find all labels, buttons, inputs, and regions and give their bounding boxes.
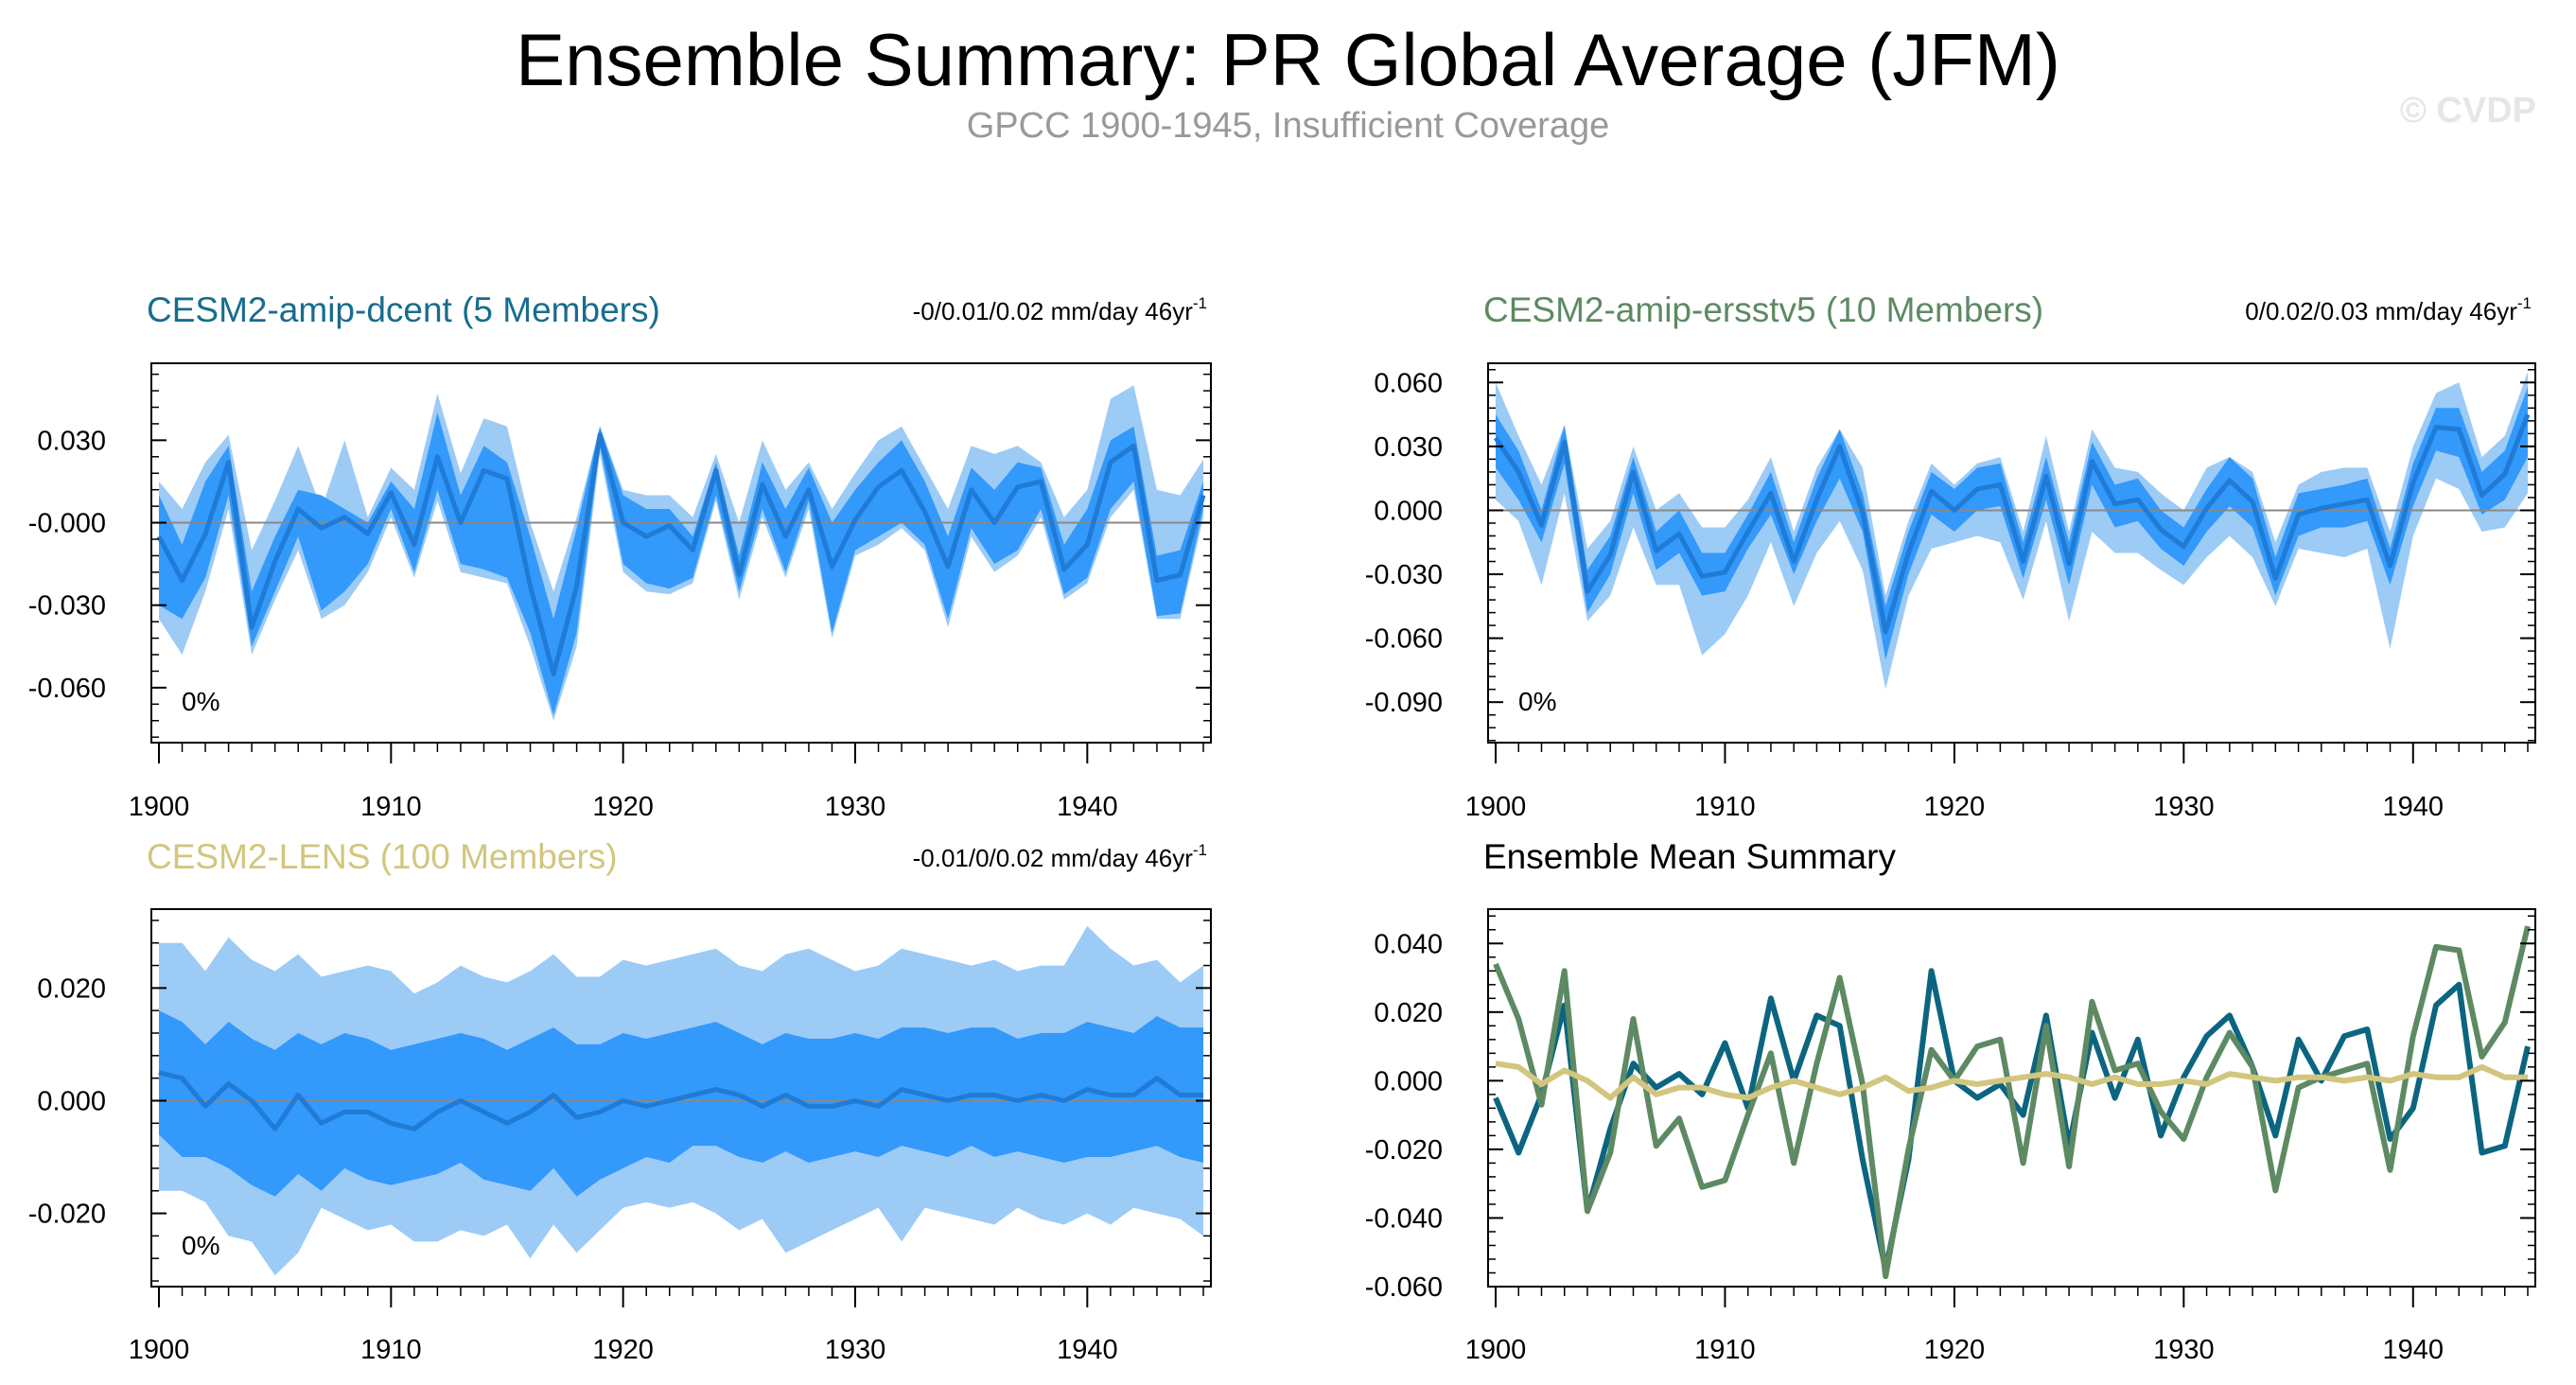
- y-tick-label: -0.030: [1365, 560, 1443, 590]
- y-tick-label: 0.000: [1374, 496, 1443, 526]
- plot-area-lens: [151, 925, 1211, 1276]
- trend-label-lens: -0.01/0/0.02 mm/day 46yr-1: [913, 841, 1207, 872]
- y-tick-label: 0.060: [1374, 368, 1443, 398]
- plot-frame-summary: [1487, 908, 2536, 1288]
- x-tick-label: 1910: [360, 792, 422, 822]
- x-tick-label: 1900: [129, 1335, 190, 1365]
- x-tick-label: 1940: [1057, 792, 1118, 822]
- x-tick-label: 1930: [825, 1335, 886, 1365]
- y-tick-label: -0.060: [1365, 624, 1443, 655]
- x-tick-label: 1930: [825, 792, 886, 822]
- panel-title-dcent: CESM2-amip-dcent (5 Members): [147, 290, 660, 329]
- inner-band-lens: [159, 1010, 1203, 1197]
- x-tick-label: 1900: [129, 792, 190, 822]
- y-tick-label: 0.030: [1374, 432, 1443, 463]
- panel-ersstv5: CESM2-amip-ersstv5 (10 Members) 0/0.02/0.…: [1365, 290, 2536, 822]
- series-line-CESM2-LENS: [1495, 1061, 2528, 1101]
- x-tick-label: 1900: [1465, 1335, 1527, 1365]
- y-tick-label: -0.040: [1365, 1203, 1443, 1234]
- plot-area-ersstv5: [1488, 372, 2535, 690]
- y-tick-label: -0.060: [1365, 1272, 1443, 1303]
- y-tick-label: 0.000: [1374, 1066, 1443, 1096]
- x-tick-label: 1910: [360, 1335, 422, 1365]
- y-tick-label: 0.040: [1374, 929, 1443, 959]
- y-tick-label: -0.060: [28, 674, 106, 704]
- percent-label-lens: 0%: [182, 1231, 219, 1260]
- y-tick-label: -0.000: [28, 509, 106, 539]
- x-tick-label: 1920: [1924, 792, 1986, 822]
- x-tick-label: 1930: [2153, 1335, 2215, 1365]
- y-tick-label: -0.020: [1365, 1135, 1443, 1166]
- x-tick-label: 1900: [1465, 792, 1527, 822]
- mean-line-ersstv5: [1493, 413, 2531, 635]
- plot-frame-lens: [150, 908, 1212, 1288]
- plot-frame-ersstv5: [1487, 362, 2536, 744]
- inner-band-dcent: [159, 412, 1203, 715]
- panel-title-lens: CESM2-LENS (100 Members): [147, 837, 618, 876]
- x-tick-label: 1940: [1057, 1335, 1118, 1365]
- y-tick-label: 0.020: [37, 973, 106, 1004]
- plot-area-dcent: [151, 385, 1211, 721]
- y-tick-label: 0.020: [1374, 998, 1443, 1028]
- y-tick-label: 0.000: [37, 1086, 106, 1116]
- x-tick-label: 1940: [2383, 792, 2445, 822]
- x-tick-label: 1930: [2153, 792, 2215, 822]
- y-tick-label: -0.020: [28, 1200, 106, 1230]
- trend-label-dcent: -0/0.01/0.02 mm/day 46yr-1: [913, 294, 1207, 325]
- page-title: Ensemble Summary: PR Global Average (JFM…: [516, 18, 2060, 101]
- watermark: © CVDP: [2399, 91, 2536, 131]
- y-tick-label: -0.030: [28, 591, 106, 622]
- x-tick-label: 1920: [592, 792, 654, 822]
- y-tick-label: 0.030: [37, 426, 106, 456]
- mean-line-lens: [158, 1070, 1203, 1131]
- trend-label-ersstv5: 0/0.02/0.03 mm/day 46yr-1: [2245, 294, 2532, 325]
- plot-frame-dcent: [150, 362, 1212, 744]
- mean-line-dcent: [156, 432, 1206, 676]
- x-tick-label: 1920: [592, 1335, 654, 1365]
- x-tick-label: 1940: [2383, 1335, 2445, 1365]
- percent-label-ersstv5: 0%: [1518, 687, 1556, 716]
- percent-label-dcent: 0%: [182, 687, 219, 716]
- x-tick-label: 1920: [1924, 1335, 1986, 1365]
- x-tick-label: 1910: [1694, 1335, 1756, 1365]
- panel-dcent: CESM2-amip-dcent (5 Members) -0/0.01/0.02…: [28, 290, 1212, 822]
- panel-title-summary: Ensemble Mean Summary: [1483, 837, 1896, 876]
- panel-title-ersstv5: CESM2-amip-ersstv5 (10 Members): [1483, 290, 2043, 329]
- x-tick-label: 1910: [1694, 792, 1756, 822]
- series-line-CESM2-amip-ersstv5: [1493, 925, 2531, 1280]
- y-tick-label: -0.090: [1365, 688, 1443, 718]
- panel-summary: Ensemble Mean Summary 0.040 0.020 0.000 -0.0…: [1365, 837, 2536, 1365]
- panel-lens: CESM2-LENS (100 Members) -0.01/0/0.02 mm/…: [28, 837, 1212, 1365]
- page-subtitle: GPCC 1900-1945, Insufficient Coverage: [966, 106, 1610, 146]
- plot-area-summary: [1493, 925, 2531, 1280]
